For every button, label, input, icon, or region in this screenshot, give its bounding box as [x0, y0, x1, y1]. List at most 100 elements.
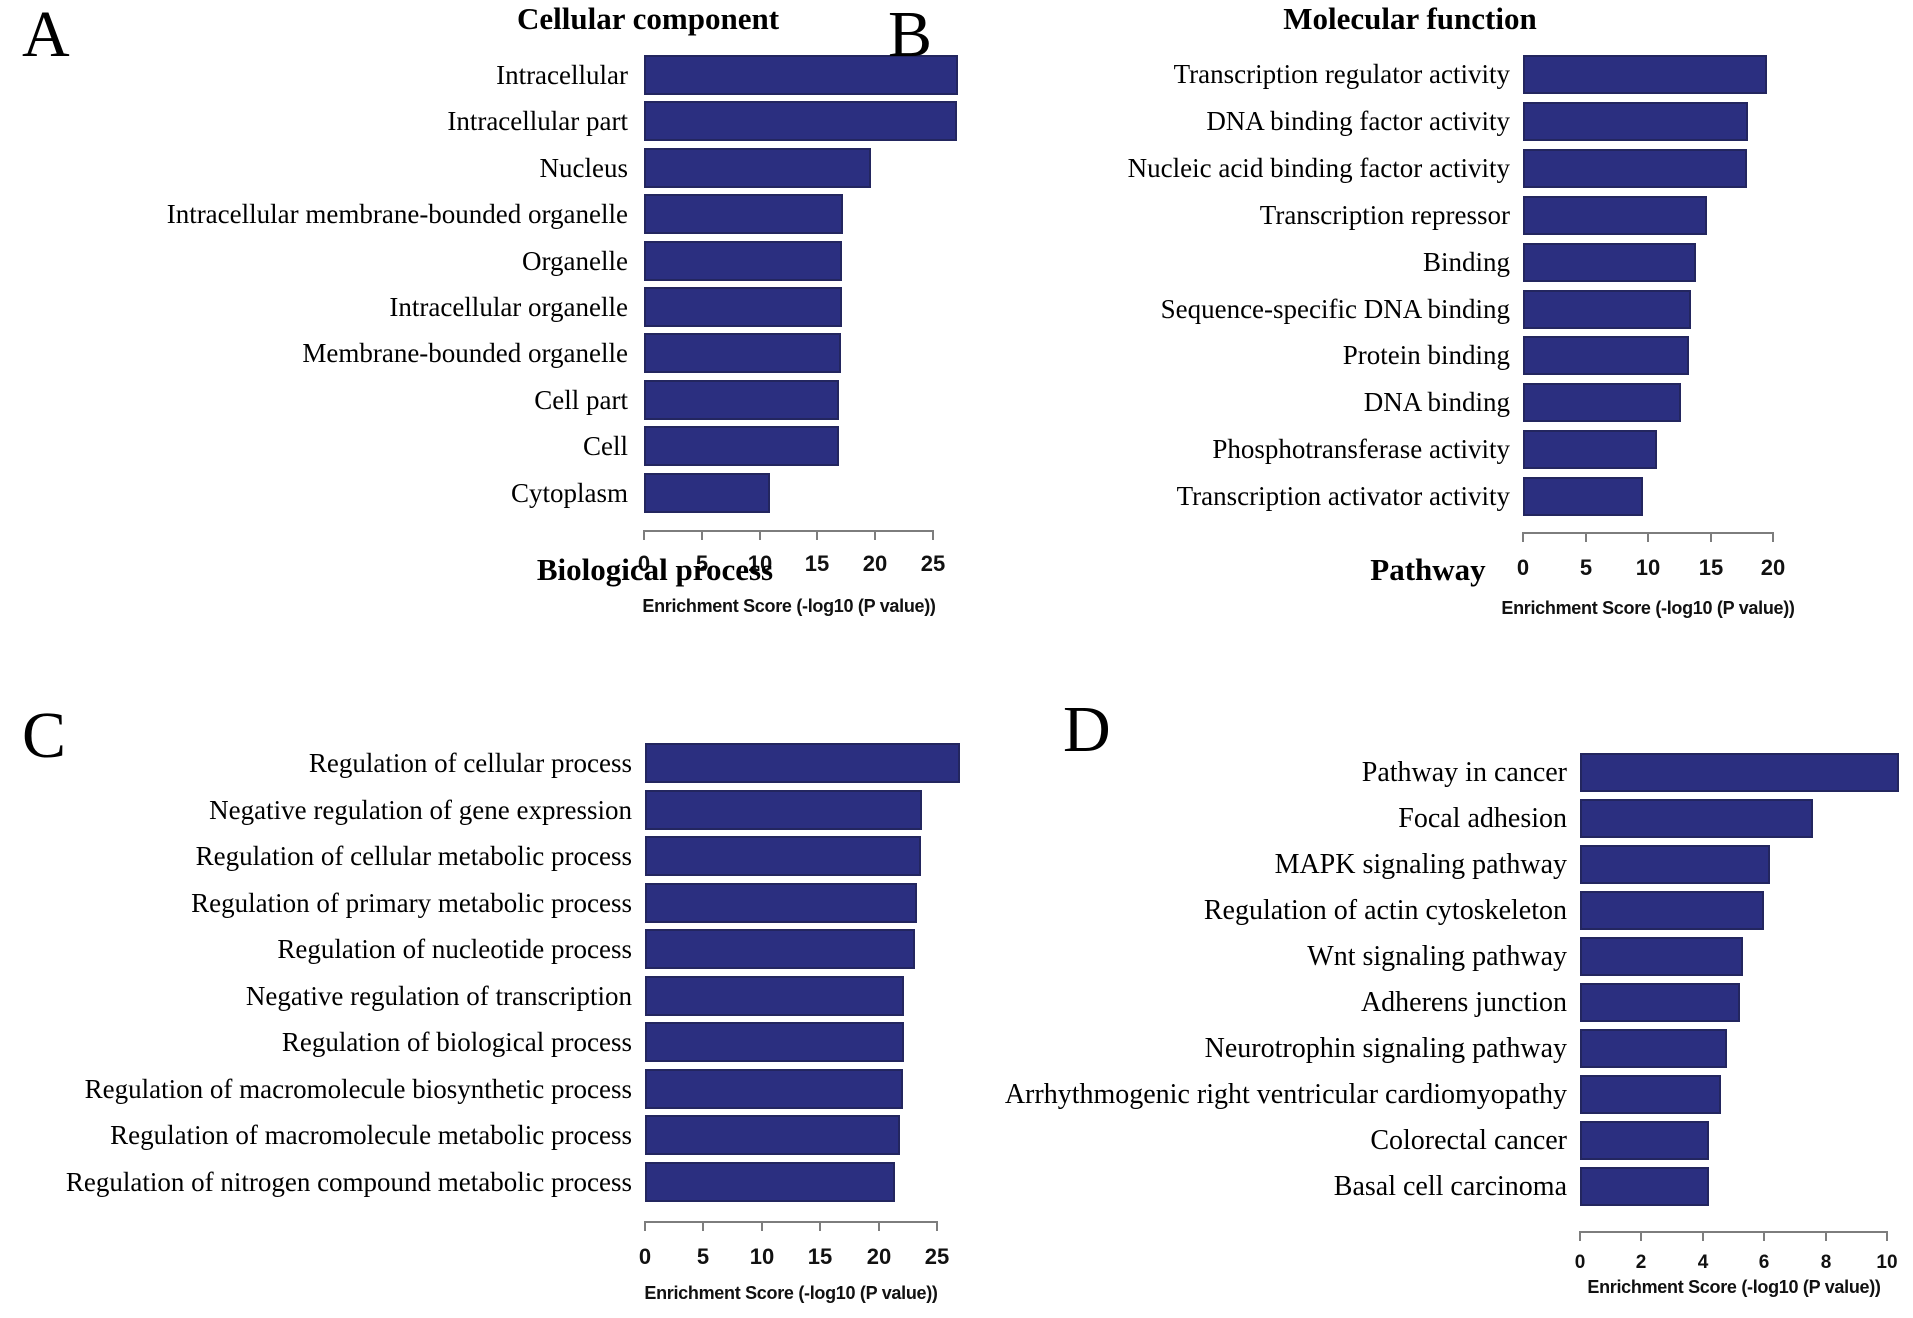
x-axis-caption: Enrichment Score (-log10 (P value)): [642, 596, 936, 616]
x-axis-tick: [1522, 532, 1524, 542]
x-axis-tick: [932, 530, 934, 540]
x-axis-tick: [878, 1221, 880, 1231]
x-axis-tick: [702, 1221, 704, 1231]
x-axis-line: [645, 1221, 937, 1223]
bar: [644, 472, 770, 513]
x-axis-tick-label: 8: [1820, 1252, 1832, 1273]
category-label: Cell: [583, 431, 628, 462]
bar: [645, 1068, 903, 1109]
x-axis-tick-label: 5: [696, 1244, 710, 1269]
x-axis-tick: [1647, 532, 1649, 542]
bar: [1523, 55, 1767, 94]
x-axis-tick: [761, 1221, 763, 1231]
bar: [645, 836, 921, 876]
category-label: Focal adhesion: [1398, 803, 1567, 834]
x-axis-tick-label: 10: [747, 551, 773, 576]
bar: [645, 789, 922, 830]
category-label: Regulation of macromolecule biosynthetic…: [84, 1073, 632, 1104]
category-label: DNA binding: [1363, 387, 1510, 418]
x-axis-tick-label: 6: [1758, 1252, 1770, 1273]
x-axis-tick: [1710, 532, 1712, 542]
bar: [645, 1115, 900, 1155]
bar: [1523, 195, 1707, 235]
category-label: Regulation of macromolecule metabolic pr…: [110, 1120, 632, 1150]
x-axis-tick: [644, 1221, 646, 1231]
bar: [1580, 1075, 1721, 1114]
category-label: Negative regulation of gene expression: [209, 794, 632, 825]
category-label: Regulation of biological process: [281, 1027, 632, 1057]
x-axis-tick: [1640, 1231, 1642, 1241]
category-label: Binding: [1422, 246, 1510, 277]
category-label: Regulation of nucleotide process: [277, 934, 632, 964]
x-axis-tick-label: 0: [1574, 1252, 1586, 1273]
bar: [644, 333, 841, 374]
x-axis-tick-label: 10: [749, 1244, 775, 1269]
x-axis-tick-label: 2: [1635, 1252, 1647, 1273]
category-label: DNA binding factor activity: [1206, 105, 1510, 136]
category-label: Sequence-specific DNA binding: [1160, 293, 1510, 324]
chart-title: Molecular function: [1283, 1, 1537, 36]
x-axis-tick: [1763, 1231, 1765, 1241]
x-axis-tick: [936, 1221, 938, 1231]
panel-letter-b: B: [888, 0, 933, 71]
x-axis-caption: Enrichment Score (-log10 (P value)): [644, 1283, 938, 1303]
category-label: Intracellular part: [447, 106, 628, 137]
bar: [1580, 799, 1813, 838]
bar: [645, 882, 917, 923]
category-label: Adherens junction: [1360, 987, 1567, 1018]
x-axis-caption: Enrichment Score (-log10 (P value)): [1587, 1277, 1881, 1297]
bar: [644, 426, 839, 467]
chart-title: Pathway: [1370, 552, 1486, 587]
category-label: Intracellular membrane-bounded organelle: [166, 199, 628, 230]
x-axis-tick-label: 15: [807, 1244, 833, 1269]
x-axis-tick-label: 15: [804, 551, 830, 576]
x-axis-caption: Enrichment Score (-log10 (P value)): [1501, 598, 1795, 618]
bar: [1523, 336, 1689, 376]
bar: [644, 101, 957, 142]
bar: [1580, 937, 1743, 976]
category-label: Negative regulation of transcription: [245, 980, 632, 1011]
panel-biological-process: C Biological process Regulation of cellula…: [0, 545, 985, 1318]
panel-cellular-component: A Cellular component Intracellular Intracel…: [0, 0, 985, 660]
category-label: Nucleus: [539, 152, 628, 183]
category-label: Cytoplasm: [510, 477, 628, 508]
bar: [645, 1161, 895, 1202]
x-axis-tick: [816, 530, 818, 540]
bar: [1580, 845, 1770, 884]
category-label: Transcription repressor: [1259, 199, 1510, 230]
panel-molecular-function: B Molecular function Transcription regulat…: [880, 0, 1913, 660]
bar: [1523, 383, 1681, 423]
category-label: Nucleic acid binding factor activity: [1127, 152, 1510, 183]
x-axis-tick-label: 0: [1516, 555, 1530, 580]
bar: [1523, 101, 1748, 141]
category-label: Arrhythmogenic right ventricular cardiom…: [1004, 1079, 1567, 1110]
bar: [1523, 148, 1747, 188]
x-axis-tick: [874, 530, 876, 540]
panel-letter-d: D: [1063, 693, 1111, 766]
x-axis-line: [1580, 1231, 1887, 1233]
bar: [644, 147, 871, 188]
category-label: Regulation of nitrogen compound metaboli…: [65, 1166, 632, 1197]
panel-letter-a: A: [22, 0, 70, 71]
bar: [645, 929, 915, 969]
x-axis-line: [644, 530, 933, 532]
x-axis-tick: [1886, 1231, 1888, 1241]
bar: [1580, 753, 1899, 792]
x-axis-tick-label: 25: [920, 551, 946, 576]
x-axis-tick: [701, 530, 703, 540]
category-label: Regulation of actin cytoskeleton: [1203, 895, 1567, 926]
panel-letter-c: C: [22, 699, 67, 772]
category-label: Pathway in cancer: [1361, 757, 1567, 788]
chart-title: Biological process: [536, 552, 774, 587]
bar: [1580, 891, 1764, 930]
x-axis-tick-label: 15: [1698, 555, 1724, 580]
category-label: Transcription regulator activity: [1173, 59, 1510, 89]
bar: [1580, 983, 1740, 1022]
x-axis-tick-label: 20: [862, 551, 888, 576]
bar: [1580, 1167, 1709, 1206]
bar: [1523, 289, 1691, 329]
bar: [644, 379, 839, 420]
bar: [644, 240, 842, 281]
bar: [1523, 477, 1643, 517]
